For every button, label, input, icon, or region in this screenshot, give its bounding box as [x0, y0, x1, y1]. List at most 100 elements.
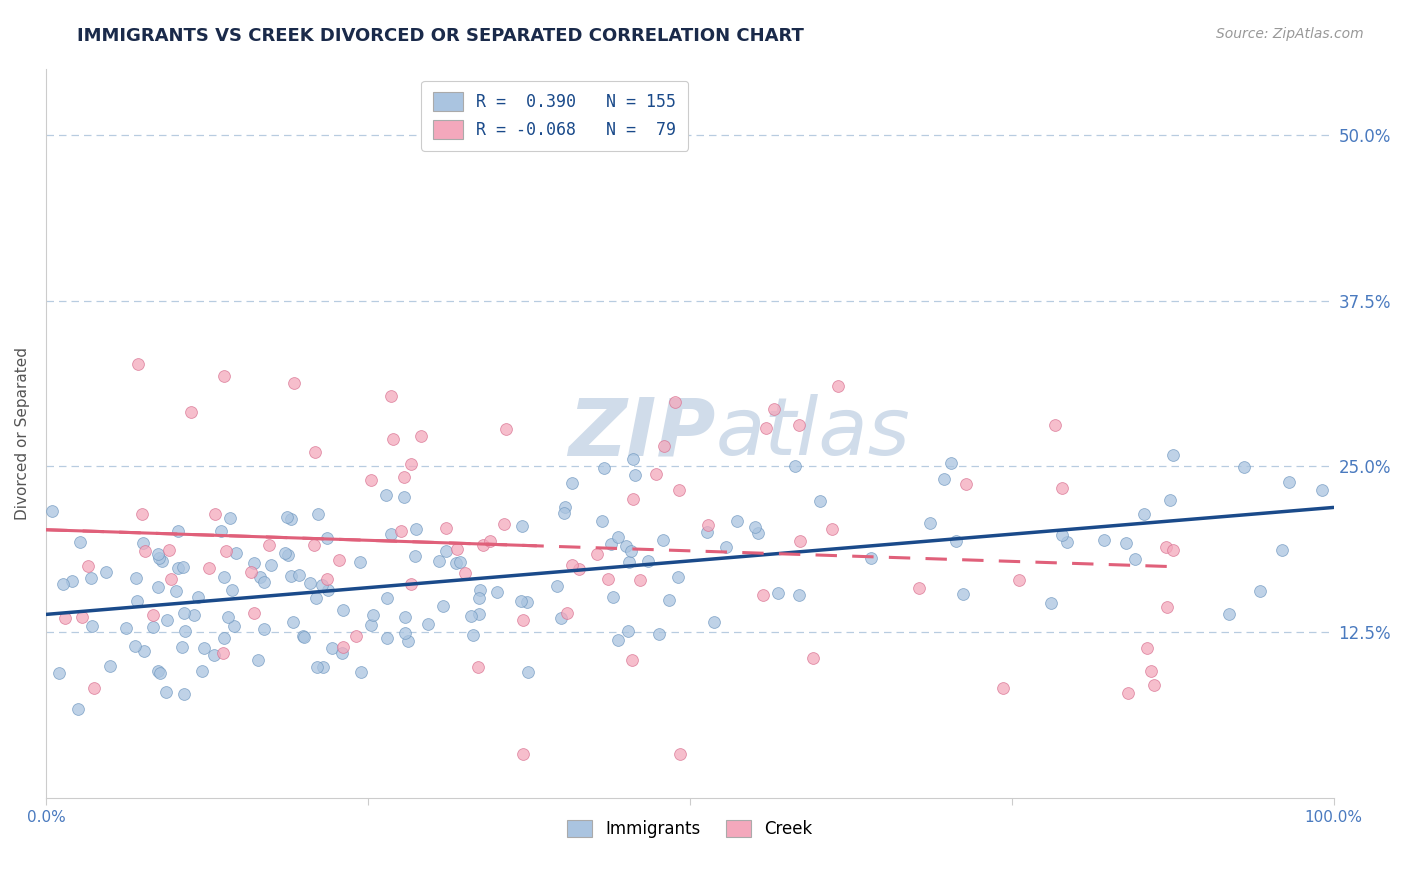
Point — [1156, 540, 1178, 554]
Point — [510, 518, 533, 533]
Point — [381, 433, 404, 447]
Point — [146, 580, 169, 594]
Point — [621, 451, 644, 466]
Point — [468, 591, 491, 605]
Point — [53, 611, 76, 625]
Point — [512, 613, 534, 627]
Point — [149, 666, 172, 681]
Point — [94, 566, 117, 580]
Point — [1050, 528, 1073, 542]
Point — [952, 586, 974, 600]
Point — [281, 615, 304, 629]
Point — [955, 477, 977, 491]
Point — [193, 641, 215, 656]
Point — [41, 503, 63, 517]
Point — [218, 510, 240, 524]
Point — [131, 507, 153, 521]
Point — [197, 561, 219, 575]
Point — [183, 607, 205, 622]
Point — [401, 458, 423, 472]
Point — [553, 507, 575, 521]
Point — [1312, 483, 1334, 497]
Point — [360, 618, 382, 632]
Point — [494, 517, 516, 532]
Point — [312, 660, 335, 674]
Point — [375, 591, 398, 605]
Point — [172, 559, 194, 574]
Point — [392, 491, 415, 505]
Point — [747, 526, 769, 541]
Point — [165, 583, 187, 598]
Point — [276, 509, 298, 524]
Point — [945, 534, 967, 549]
Point — [380, 389, 402, 403]
Point — [131, 536, 153, 550]
Point — [1161, 542, 1184, 557]
Text: IMMIGRANTS VS CREEK DIVORCED OR SEPARATED CORRELATION CHART: IMMIGRANTS VS CREEK DIVORCED OR SEPARATE… — [77, 27, 804, 45]
Point — [427, 554, 450, 568]
Point — [305, 660, 328, 674]
Point — [404, 549, 426, 563]
Point — [1159, 493, 1181, 508]
Point — [1115, 536, 1137, 550]
Point — [375, 631, 398, 645]
Point — [664, 394, 686, 409]
Point — [82, 619, 104, 633]
Point — [280, 569, 302, 583]
Point — [652, 533, 675, 547]
Point — [316, 582, 339, 597]
Point — [83, 681, 105, 695]
Point — [752, 588, 775, 602]
Point — [292, 629, 315, 643]
Point — [212, 631, 235, 645]
Point — [405, 522, 427, 536]
Point — [224, 619, 246, 633]
Point — [645, 467, 668, 481]
Point — [766, 586, 789, 600]
Point — [517, 665, 540, 679]
Point — [606, 530, 628, 544]
Point — [274, 546, 297, 560]
Point — [808, 494, 831, 508]
Point — [616, 539, 638, 553]
Point — [380, 527, 402, 541]
Point — [288, 568, 311, 582]
Point — [394, 626, 416, 640]
Point — [1008, 573, 1031, 587]
Point — [744, 520, 766, 534]
Point — [725, 515, 748, 529]
Point — [315, 532, 337, 546]
Legend: Immigrants, Creek: Immigrants, Creek — [561, 813, 818, 845]
Point — [586, 547, 609, 561]
Point — [349, 555, 371, 569]
Point — [696, 525, 718, 540]
Point — [173, 606, 195, 620]
Point — [555, 607, 578, 621]
Point — [247, 653, 270, 667]
Point — [401, 577, 423, 591]
Point — [328, 553, 350, 567]
Point — [568, 562, 591, 576]
Point — [461, 628, 484, 642]
Point — [821, 522, 844, 536]
Point — [446, 542, 468, 557]
Point — [375, 488, 398, 502]
Point — [305, 591, 328, 606]
Point — [789, 588, 811, 602]
Point — [658, 592, 681, 607]
Point — [1143, 678, 1166, 692]
Y-axis label: Divorced or Separated: Divorced or Separated — [15, 347, 30, 520]
Point — [1233, 459, 1256, 474]
Point — [763, 401, 786, 416]
Point — [602, 590, 624, 604]
Point — [1043, 417, 1066, 432]
Point — [260, 558, 283, 572]
Point — [546, 579, 568, 593]
Point — [460, 609, 482, 624]
Point — [561, 558, 583, 573]
Point — [150, 554, 173, 568]
Point — [470, 582, 492, 597]
Point — [307, 508, 329, 522]
Point — [1271, 543, 1294, 558]
Point — [495, 422, 517, 436]
